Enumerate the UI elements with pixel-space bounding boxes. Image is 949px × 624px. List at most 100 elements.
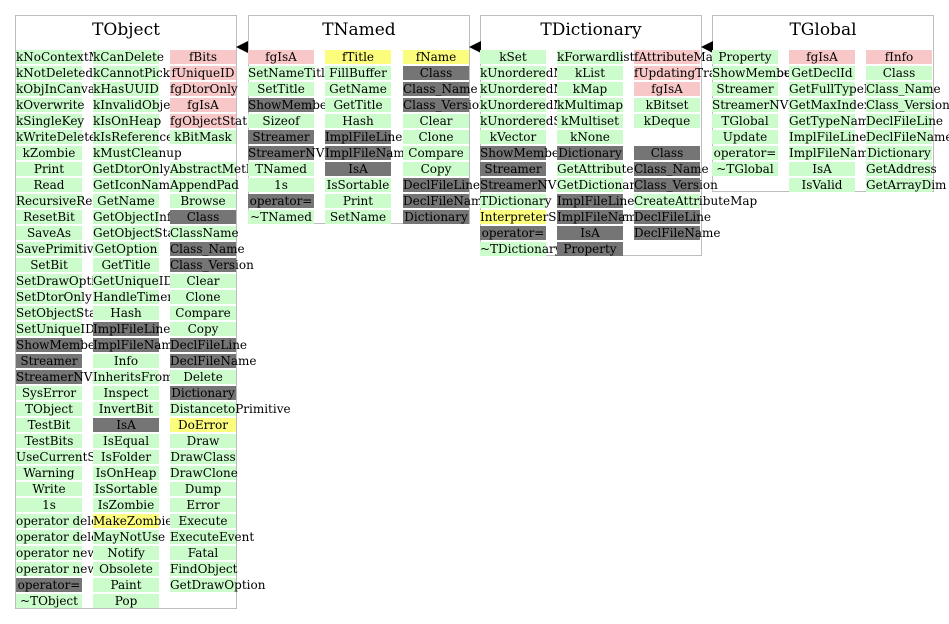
member-cell: Info [93, 354, 159, 368]
member-cell: operator delete[] [16, 530, 120, 544]
member-cell: Compare [170, 306, 236, 320]
member-cell: fgIsA [634, 82, 700, 96]
member-cell: TestBit [16, 418, 82, 432]
member-cell: FindObject [170, 562, 238, 576]
member-cell: GetAttributeMap [557, 162, 661, 176]
member-cell: ~TObject [16, 594, 82, 608]
member-cell: ImplFileName [93, 338, 180, 352]
member-cell: GetUniqueID [93, 274, 174, 288]
inheritance-arrow-tglobal-to-tdictionary [701, 41, 713, 53]
member-cell: kInvalidObject [93, 98, 182, 112]
member-cell: GetTitle [325, 98, 391, 112]
member-cell: kList [557, 66, 623, 80]
member-cell: IsSortable [325, 178, 391, 192]
member-cell: Class_Version [403, 98, 487, 112]
member-cell: ~TDictionary [480, 242, 562, 256]
member-cell: ShowMembers [712, 66, 803, 80]
member-cell: DeclFileLine [866, 114, 944, 128]
member-cell: FillBuffer [325, 66, 391, 80]
member-cell: Obsolete [93, 562, 159, 576]
member-cell: DeclFileName [634, 226, 721, 240]
member-cell: IsEqual [93, 434, 159, 448]
member-cell: Class [634, 146, 700, 160]
member-cell: StreamerNVirtual [248, 146, 358, 160]
member-cell: GetDeclId [789, 66, 855, 80]
member-cell: IsA [789, 162, 855, 176]
member-cell: kBitset [634, 98, 700, 112]
member-cell: DrawClone [170, 466, 238, 480]
member-cell: fTitle [325, 50, 391, 64]
member-cell: Property [557, 242, 623, 256]
member-cell: StreamerNVirtual [480, 178, 590, 192]
member-cell: fUpdatingTransactionCount [634, 66, 804, 80]
member-cell: Class_Name [403, 82, 478, 96]
member-cell: Error [170, 498, 236, 512]
class-title-tobject: TObject [92, 20, 160, 40]
member-cell: Dictionary [866, 146, 932, 160]
member-cell: Clone [403, 130, 469, 144]
member-cell: CreateAttributeMap [634, 194, 758, 208]
member-cell: Inspect [93, 386, 159, 400]
tglobal-members-column-1: Property ShowMembers Streamer StreamerNVirt… [712, 50, 821, 178]
member-cell: Streamer [248, 130, 314, 144]
member-cell: HandleTimer [93, 290, 174, 304]
member-cell: GetObjectStat [93, 226, 180, 240]
member-cell: InvertBit [93, 402, 159, 416]
member-cell: Notify [93, 546, 159, 560]
member-cell: Paint [93, 578, 159, 592]
member-cell: kSet [480, 50, 546, 64]
member-cell: fgIsA [170, 98, 236, 112]
member-cell: fBits [170, 50, 236, 64]
member-cell: TDictionary [480, 194, 552, 208]
member-cell: Print [16, 162, 82, 176]
member-cell: UseCurrentStyle [16, 450, 119, 464]
member-cell: ResetBit [16, 210, 82, 224]
member-cell: Dictionary [403, 210, 469, 224]
member-cell: ImplFileLine [325, 130, 403, 144]
tdictionary-members-column-1: kSet kUnorderedMap kUnorderedMultimap kUnor… [480, 50, 626, 258]
member-cell: fUniqueID [170, 66, 236, 80]
member-cell: kDeque [634, 114, 700, 128]
member-cell: Clone [170, 290, 236, 304]
member-cell: DeclFileName [170, 354, 257, 368]
member-cell: kUnorderedMap [480, 66, 581, 80]
member-cell: kSingleKey [16, 114, 85, 128]
member-cell: kNoContextMenu [16, 50, 124, 64]
member-cell: SetDrawOption [16, 274, 111, 288]
member-cell: RecursiveRemove [16, 194, 125, 208]
member-cell: Dictionary [170, 386, 236, 400]
member-cell: Class_Version [170, 258, 254, 272]
member-cell: ExecuteEvent [170, 530, 255, 544]
member-cell: Hash [325, 114, 391, 128]
member-cell: Fatal [170, 546, 236, 560]
member-cell: Dump [170, 482, 236, 496]
member-cell: kOverwrite [16, 98, 85, 112]
member-cell: TObject [16, 402, 82, 416]
member-cell: kUnorderedSet [480, 114, 574, 128]
member-cell: IsA [93, 418, 159, 432]
member-cell: Warning [16, 466, 82, 480]
member-cell: Delete [170, 370, 236, 384]
member-cell: kMap [557, 82, 623, 96]
member-cell: kWriteDelete [16, 130, 97, 144]
member-cell: SetName [325, 210, 391, 224]
member-cell: MayNotUse [93, 530, 166, 544]
tglobal-members-column-2: fgIsA GetDeclId GetFullTypeName GetMaxIndex… [789, 50, 900, 194]
member-cell: ClassName [170, 226, 239, 240]
member-cell: SaveAs [16, 226, 82, 240]
member-cell: DeclFileLine [634, 210, 712, 224]
member-cell: Compare [403, 146, 469, 160]
member-cell: kCannotPick [93, 66, 171, 80]
class-title-tnamed: TNamed [322, 20, 396, 40]
member-cell: kZombie [16, 146, 82, 160]
class-title-tglobal: TGlobal [789, 20, 857, 40]
tobject-members-column-3: fBits fUniqueID fgDtorOnly fgIsA fgObjectSta… [170, 50, 291, 594]
member-cell: Print [325, 194, 391, 208]
member-cell: ImplFileLine [93, 322, 171, 336]
member-cell: Dictionary [557, 146, 623, 160]
member-cell: IsZombie [93, 498, 159, 512]
member-cell: GetIconName [93, 178, 178, 192]
member-cell: InheritsFrom [93, 370, 174, 384]
member-cell: Class_Version [866, 98, 949, 112]
member-cell: SysError [16, 386, 82, 400]
